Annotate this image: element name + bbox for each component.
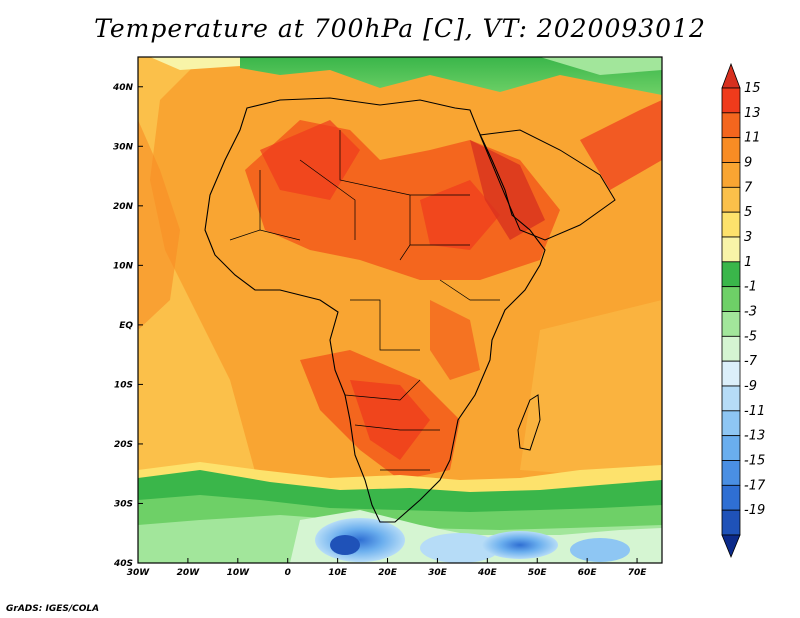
temperature-field	[138, 57, 662, 563]
arabia-outline	[479, 129, 616, 241]
lon-tick-label: 10E	[328, 568, 348, 578]
colorbar-swatch	[721, 211, 741, 238]
lon-tick-label: 0	[285, 568, 291, 578]
colorbar-label: 7	[744, 180, 753, 195]
lat-tick-label: 20N	[113, 202, 134, 212]
colorbar-label: 9	[744, 156, 752, 171]
lat-tick-label: 30S	[114, 499, 133, 509]
colorbar-label: 13	[744, 106, 761, 121]
lon-tick-label: 30W	[127, 568, 151, 578]
colorbar-swatch	[721, 360, 741, 387]
lon-tick-label: 60E	[578, 568, 598, 578]
lon-tick-label: 20W	[177, 568, 201, 578]
colorbar-swatch	[721, 236, 741, 263]
lat-axis: 40S 30S 20S 10S EQ 10N 20N 30N 40N	[112, 83, 143, 569]
colorbar-swatch	[721, 509, 741, 536]
colorbar-label: -15	[744, 454, 765, 469]
colorbar-top-arrow	[721, 62, 741, 89]
lat-tick-label: 20S	[114, 440, 133, 450]
lat-tick-label: EQ	[119, 321, 133, 331]
colorbar-label: 11	[744, 131, 761, 146]
colorbar-swatch	[721, 385, 741, 412]
lon-axis: 30W 20W 10W 0 10E 20E 30E 40E 50E 60E 70E	[127, 558, 647, 578]
colorbar-swatch	[721, 112, 741, 139]
colorbar-label: -5	[744, 329, 757, 344]
colorbar-label: -11	[744, 404, 765, 419]
colorbar-label: -9	[744, 379, 757, 394]
colorbar-label: -19	[744, 503, 765, 518]
lon-tick-label: 20E	[378, 568, 398, 578]
colorbar-swatch	[721, 286, 741, 312]
colorbar: 15 13 11 9 7 5 3 1 -1 -3 -5 -7 -9 -11 -13 -15 -17 -19	[721, 62, 766, 559]
lon-tick-label: 70E	[628, 568, 648, 578]
colorbar-swatch	[721, 186, 741, 213]
madagascar-outline	[517, 394, 541, 451]
colorbar-label: -7	[744, 354, 758, 369]
lat-tick-label: 10N	[113, 261, 134, 271]
lat-tick-label: 30N	[113, 142, 134, 152]
colorbar-label: -13	[744, 429, 765, 444]
colorbar-label: -17	[744, 478, 766, 493]
lat-tick-label: 40S	[113, 559, 133, 569]
lon-tick-label: 30E	[428, 568, 448, 578]
lon-tick-label: 40E	[477, 568, 498, 578]
colorbar-label: 5	[744, 205, 752, 220]
colorbar-bottom-arrow	[721, 534, 741, 559]
colorbar-label: 3	[744, 230, 752, 245]
lon-tick-label: 50E	[528, 568, 548, 578]
colorbar-swatch	[721, 311, 741, 337]
colorbar-swatch	[721, 137, 741, 163]
credit-text: GrADS: IGES/COLA	[6, 604, 100, 614]
colorbar-swatch	[721, 484, 741, 511]
page-title: Temperature at 700hPa [C], VT: 202009301…	[94, 14, 706, 43]
colorbar-swatch	[721, 261, 741, 288]
country-borders	[229, 130, 500, 471]
lat-tick-label: 10S	[114, 380, 133, 390]
colorbar-swatch	[721, 410, 741, 437]
lat-tick-label: 40N	[112, 83, 134, 93]
colorbar-label: -1	[744, 280, 757, 295]
colorbar-swatch	[721, 335, 741, 362]
colorbar-label: 1	[744, 255, 752, 270]
colorbar-swatch	[721, 460, 741, 486]
colorbar-label: -3	[744, 305, 757, 320]
colorbar-swatch	[721, 87, 741, 114]
colorbar-label: 15	[744, 81, 761, 96]
colorbar-swatch	[721, 162, 741, 188]
lon-tick-label: 10W	[227, 568, 251, 578]
colorbar-swatch	[721, 435, 741, 461]
plot-frame	[137, 56, 663, 564]
